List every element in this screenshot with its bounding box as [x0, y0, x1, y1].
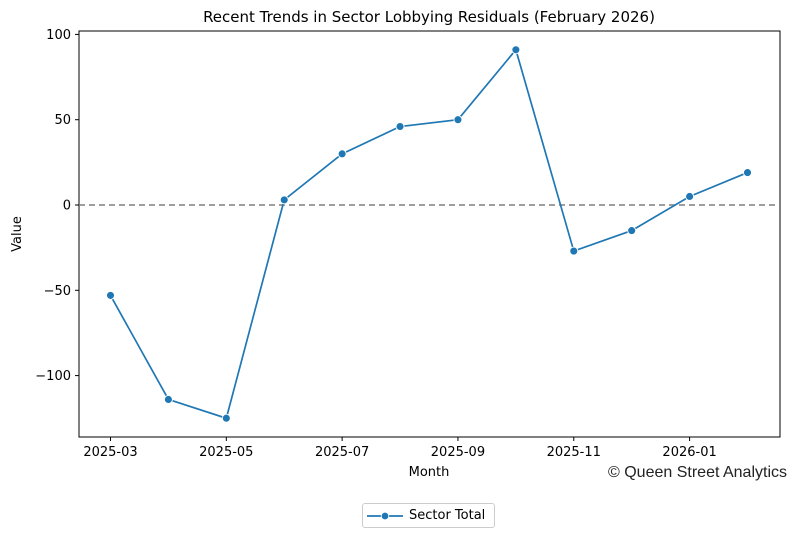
y-tick-label: −100: [35, 369, 71, 384]
series-line-sector-total: [109, 47, 748, 420]
credit-watermark: © Queen Street Analytics: [608, 464, 787, 481]
x-tick-label: 2025-03: [83, 445, 137, 460]
data-point: [743, 168, 752, 178]
x-axis: 2025-03 2025-05 2025-07 2025-09 2025-11 2026-…: [83, 437, 717, 460]
legend-line-marker-icon: [367, 511, 403, 520]
y-axis-label: Value: [10, 216, 25, 252]
data-point: [511, 45, 521, 55]
data-point: [221, 413, 231, 423]
legend: Sector Total: [362, 503, 495, 528]
chart-title: Recent Trends in Sector Lobbying Residua…: [203, 8, 655, 26]
data-point: [569, 246, 579, 256]
x-tick-label: 2025-09: [431, 445, 485, 460]
x-tick-label: 2025-05: [199, 445, 253, 460]
x-tick-label: 2025-11: [547, 445, 601, 460]
data-point: [163, 395, 173, 404]
y-axis: 100 50 0 −50 −100: [35, 28, 79, 384]
data-point: [627, 226, 637, 236]
x-tick-label: 2026-01: [662, 445, 716, 460]
data-point: [106, 290, 115, 300]
y-tick-label: 0: [63, 199, 71, 214]
data-point: [395, 122, 405, 131]
data-point: [337, 149, 347, 159]
legend-label-sector-total: Sector Total: [409, 508, 486, 523]
x-axis-label: Month: [409, 465, 450, 480]
y-tick-label: 100: [46, 28, 71, 43]
data-point: [279, 195, 289, 205]
series-points: [106, 45, 752, 423]
data-point: [685, 192, 695, 201]
data-point: [453, 115, 463, 125]
x-tick-label: 2025-07: [315, 445, 369, 460]
y-tick-label: −50: [44, 284, 71, 299]
y-tick-label: 50: [54, 113, 71, 128]
plot-area: [78, 30, 781, 438]
